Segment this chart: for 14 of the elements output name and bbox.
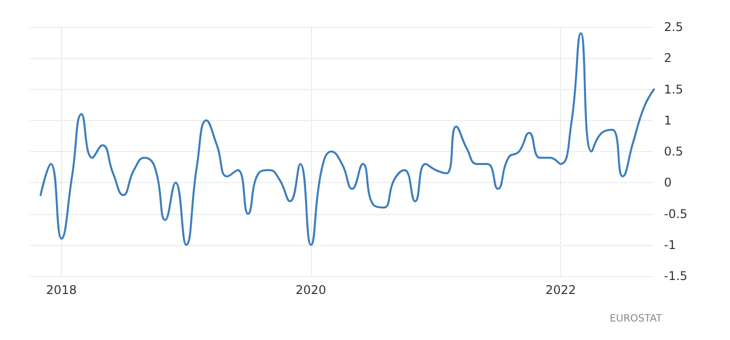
y-tick-label: 2	[664, 51, 672, 66]
x-tick-label: 2022	[545, 283, 576, 297]
text: EUROSTAT	[610, 314, 663, 324]
y-tick-label: -1.5	[664, 269, 688, 283]
y-tick-label: 2.5	[664, 20, 684, 34]
x-tick-label: 2018	[46, 283, 77, 297]
y-tick-label: 0.5	[664, 144, 684, 158]
line-series	[40, 32, 655, 246]
y-tick-label: -0.5	[664, 206, 688, 221]
x-tick-label: 2020	[296, 283, 326, 297]
y-tick-label: 0	[664, 176, 672, 190]
y-tick-label: 1.5	[664, 82, 684, 96]
y-tick-label: -1	[664, 238, 676, 252]
y-tick-label: 1	[664, 113, 672, 128]
